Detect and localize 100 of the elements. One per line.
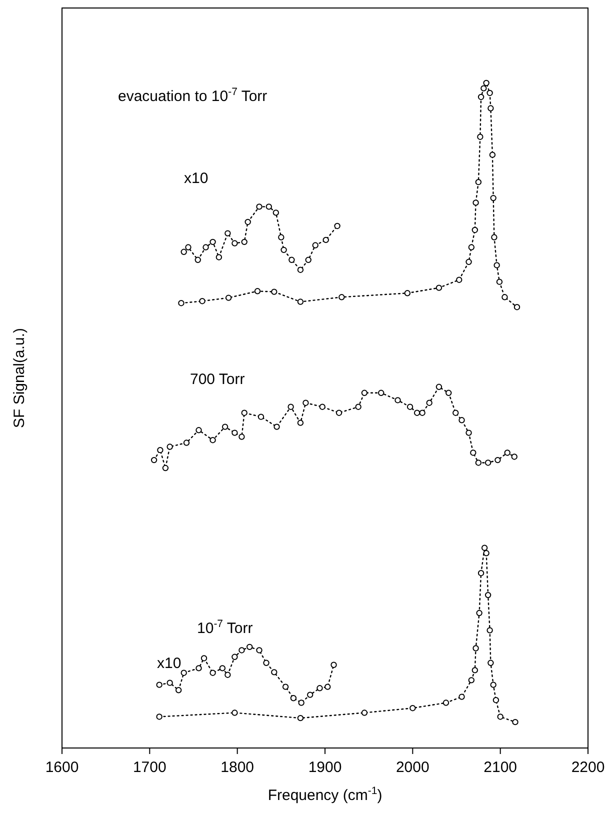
point: [238, 647, 245, 654]
point: [504, 450, 510, 456]
point: [199, 298, 206, 304]
point: [280, 246, 287, 254]
point: [436, 384, 442, 390]
point: [297, 298, 304, 305]
point: [436, 284, 442, 291]
point: [288, 256, 295, 263]
point: [502, 294, 508, 300]
point: [241, 238, 248, 246]
point: [490, 682, 496, 688]
point: [180, 248, 187, 256]
point: [484, 592, 492, 598]
point: [475, 178, 482, 186]
point: [178, 300, 184, 306]
point: [224, 672, 231, 678]
point: [494, 262, 500, 268]
point: [297, 266, 304, 273]
point: [244, 218, 251, 226]
point: [446, 390, 452, 396]
point: [232, 430, 238, 436]
point: [496, 278, 503, 285]
point: [156, 714, 162, 720]
point: [338, 294, 345, 300]
point: [241, 410, 248, 416]
point: [312, 242, 318, 248]
point: [224, 230, 231, 236]
point: [361, 710, 368, 716]
point: [232, 710, 238, 716]
point: [419, 410, 426, 416]
point: [486, 90, 493, 96]
point: [162, 464, 169, 472]
point: [497, 714, 504, 720]
point: [266, 204, 272, 210]
point: [458, 417, 465, 424]
point: [222, 424, 228, 430]
point: [290, 695, 297, 702]
point: [263, 660, 270, 666]
point: [175, 687, 182, 694]
point: [200, 655, 208, 662]
x-tick-label: 1900: [308, 759, 342, 776]
point: [210, 238, 216, 246]
point: [488, 105, 494, 112]
point: [512, 718, 518, 726]
point: [166, 680, 173, 686]
point: [297, 714, 304, 722]
point: [468, 677, 475, 684]
point: [468, 244, 475, 250]
point: [316, 685, 323, 692]
point: [232, 240, 238, 246]
point: [476, 610, 482, 616]
point: [196, 427, 202, 434]
point: [194, 256, 201, 263]
point: [180, 670, 187, 676]
annotation: x10: [157, 655, 182, 672]
point: [183, 440, 190, 446]
point: [478, 570, 484, 576]
x-tick-label: 2100: [484, 759, 518, 776]
point: [472, 645, 479, 652]
annotation: x10: [184, 170, 208, 187]
point: [157, 446, 164, 454]
point: [319, 404, 326, 410]
point: [442, 700, 450, 706]
point: [475, 460, 482, 466]
point: [426, 400, 432, 406]
point: [322, 236, 329, 244]
point: [472, 200, 479, 206]
point: [272, 210, 280, 216]
point: [202, 244, 209, 250]
point: [156, 682, 162, 688]
y-axis-title: SF Signal(a.u.): [11, 328, 28, 428]
point: [232, 654, 238, 660]
point: [298, 700, 304, 706]
annotation: 700 Torr: [190, 371, 245, 388]
point: [256, 647, 262, 654]
point: [185, 244, 192, 250]
point: [278, 234, 284, 240]
point: [494, 456, 501, 464]
x-tick-label: 1700: [132, 759, 166, 776]
point: [470, 450, 476, 456]
point: [492, 697, 500, 704]
point: [324, 684, 331, 690]
point: [330, 662, 337, 668]
x-axis-title: Frequency (cm$^{-1}$): [268, 785, 382, 804]
point: [491, 234, 498, 240]
x-tick-label: 2200: [571, 759, 605, 776]
point: [271, 669, 278, 676]
point: [361, 390, 368, 396]
point: [394, 397, 401, 404]
point: [478, 94, 484, 100]
point: [258, 414, 264, 420]
point: [477, 134, 484, 140]
point: [472, 226, 478, 234]
point: [282, 684, 289, 690]
point: [271, 288, 278, 295]
point: [483, 80, 490, 86]
point: [486, 627, 493, 634]
point: [466, 430, 472, 436]
point: [219, 665, 226, 672]
point: [458, 694, 465, 700]
